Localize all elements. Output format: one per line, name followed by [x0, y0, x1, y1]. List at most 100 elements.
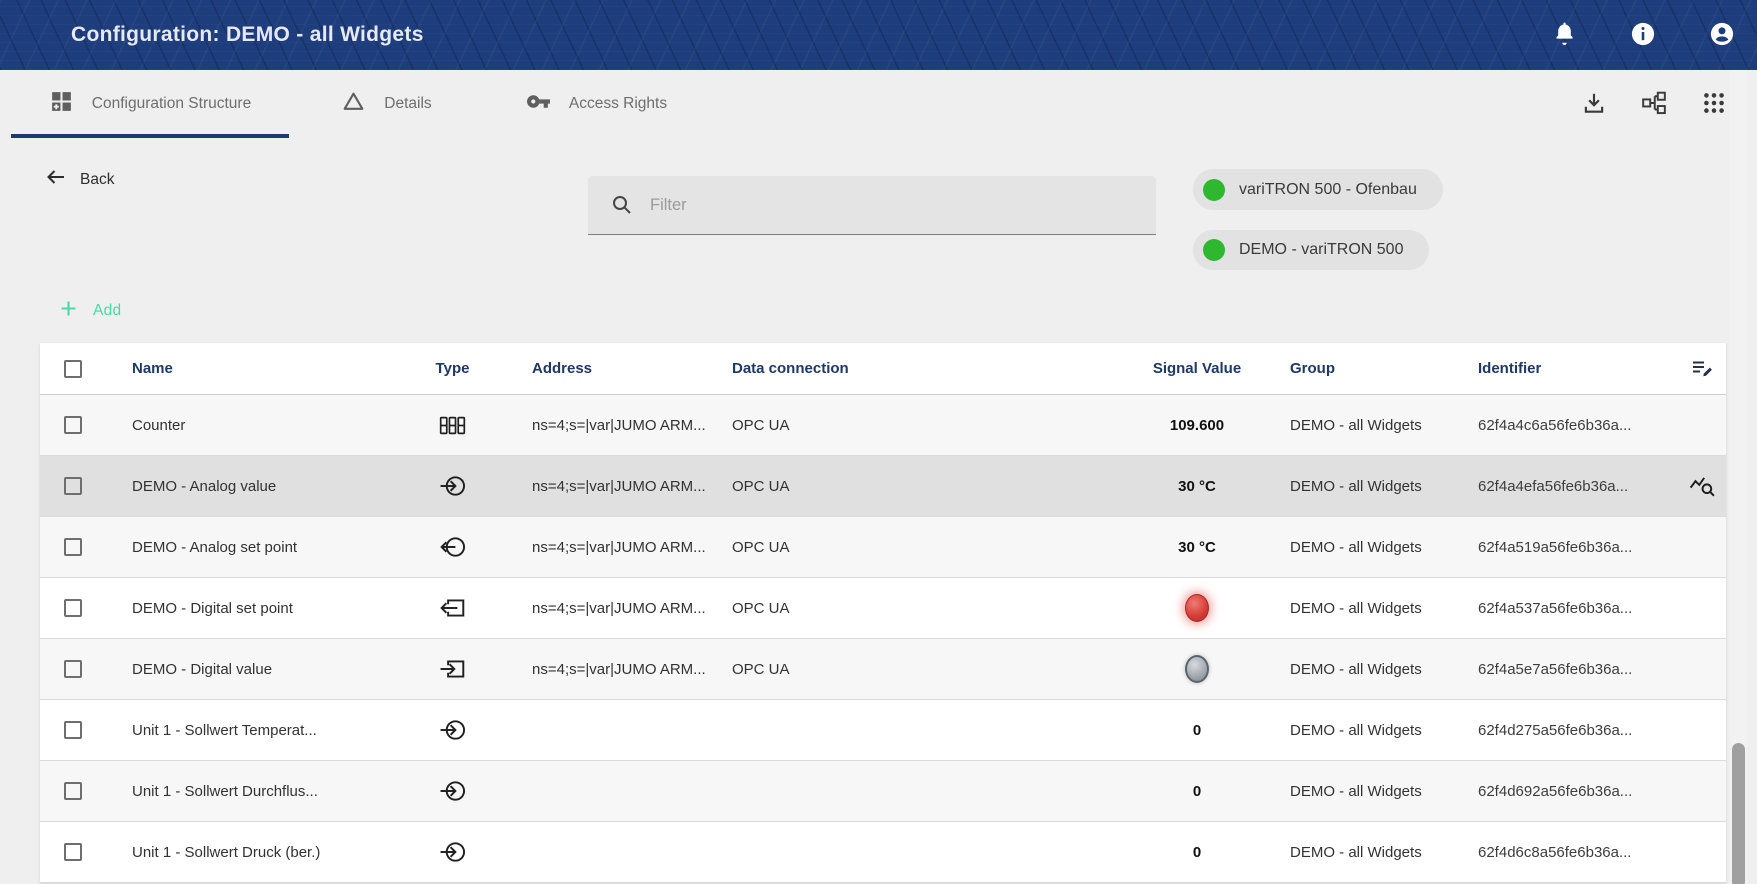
cell-name: Unit 1 - Sollwert Durchflus...: [132, 782, 318, 800]
add-button[interactable]: Add: [58, 298, 121, 324]
cell-data-connection: OPC UA: [732, 660, 790, 678]
cell-name: DEMO - Analog value: [132, 477, 277, 495]
column-header-address: Address: [532, 360, 593, 377]
table-row[interactable]: DEMO - Analog value ns=4;s=|var|JUMO ARM.…: [40, 456, 1726, 517]
back-label: Back: [80, 170, 115, 188]
search-icon: [610, 193, 634, 217]
row-checkbox[interactable]: [64, 782, 82, 800]
cell-signal-value: [1150, 639, 1244, 699]
cell-identifier: 62f4a4efa56fe6b36a...: [1478, 477, 1629, 495]
info-button[interactable]: [1629, 20, 1657, 51]
table-body: Counter ns=4;s=|var|JUMO ARM... OPC UA 109.…: [40, 395, 1726, 883]
warning-triangle-icon: [341, 89, 366, 119]
cell-group: DEMO - all Widgets: [1290, 477, 1422, 495]
edit-note-icon: [1690, 355, 1714, 382]
hierarchy-view-button[interactable]: [1641, 90, 1667, 119]
page-title: Configuration: DEMO - all Widgets: [71, 23, 424, 46]
cell-group: DEMO - all Widgets: [1290, 843, 1422, 861]
filter-input[interactable]: [650, 195, 1142, 215]
chip-label: DEMO - variTRON 500: [1239, 241, 1404, 258]
cell-name: DEMO - Digital set point: [132, 599, 293, 617]
device-chip-demo-varitron[interactable]: DEMO - variTRON 500: [1193, 230, 1430, 270]
cell-data-connection: [732, 761, 1150, 821]
cell-identifier: 62f4d275a56fe6b36a...: [1478, 721, 1633, 739]
cell-signal-value: 30 °C: [1178, 477, 1216, 495]
cell-data-connection: [732, 822, 1150, 882]
signals-table: Name Type Address Data connection Signal…: [40, 343, 1726, 883]
column-header-type: Type: [435, 360, 470, 377]
cell-signal-value: 0: [1192, 843, 1202, 861]
row-checkbox[interactable]: [64, 416, 82, 434]
tab-configuration-structure[interactable]: Configuration Structure: [11, 70, 289, 138]
notifications-button[interactable]: [1551, 20, 1578, 50]
cell-address: [490, 822, 732, 882]
account-button[interactable]: [1708, 20, 1736, 51]
tabbar-actions: [1581, 70, 1727, 138]
tab-details[interactable]: Details: [289, 70, 484, 138]
cell-address: [490, 761, 732, 821]
vertical-scrollbar-track[interactable]: [1730, 70, 1747, 884]
download-icon: [1581, 90, 1607, 119]
row-checkbox[interactable]: [64, 538, 82, 556]
info-icon: [1629, 20, 1657, 51]
download-button[interactable]: [1581, 90, 1607, 119]
column-header-name: Name: [132, 360, 173, 377]
cell-data-connection: OPC UA: [732, 416, 790, 434]
query-stats-icon[interactable]: [1689, 473, 1715, 499]
cell-identifier: 62f4a4c6a56fe6b36a...: [1478, 416, 1632, 434]
table-row[interactable]: DEMO - Analog set point ns=4;s=|var|JUMO …: [40, 517, 1726, 578]
top-bar: Configuration: DEMO - all Widgets: [0, 0, 1757, 70]
dashboard-add-icon: [49, 89, 74, 119]
column-header-identifier: Identifier: [1478, 360, 1542, 377]
table-row[interactable]: Unit 1 - Sollwert Druck (ber.) 0 DEMO - al…: [40, 822, 1726, 883]
column-header-data-connection: Data connection: [732, 360, 849, 377]
chip-label: variTRON 500 - Ofenbau: [1239, 180, 1417, 198]
row-checkbox[interactable]: [64, 660, 82, 678]
back-button[interactable]: Back: [44, 165, 114, 194]
cell-address: ns=4;s=|var|JUMO ARM...: [532, 538, 706, 556]
tab-bar: Configuration Structure Details Access R…: [0, 70, 1757, 138]
bell-icon: [1551, 20, 1578, 50]
status-dot-green: [1203, 239, 1225, 261]
account-icon: [1708, 20, 1736, 51]
digital-output-icon: [415, 578, 490, 638]
cell-name: Unit 1 - Sollwert Temperat...: [132, 721, 317, 739]
table-row[interactable]: Counter ns=4;s=|var|JUMO ARM... OPC UA 109.…: [40, 395, 1726, 456]
table-row[interactable]: Unit 1 - Sollwert Temperat... 0 DEMO - all…: [40, 700, 1726, 761]
cell-group: DEMO - all Widgets: [1290, 538, 1422, 556]
column-header-group: Group: [1290, 360, 1335, 377]
row-checkbox[interactable]: [64, 477, 82, 495]
edit-columns-button[interactable]: [1690, 355, 1714, 382]
cell-data-connection: OPC UA: [732, 477, 790, 495]
cell-identifier: 62f4d6c8a56fe6b36a...: [1478, 843, 1632, 861]
analog-input-icon: [415, 761, 490, 821]
tab-label: Access Rights: [568, 95, 668, 112]
apps-grid-button[interactable]: [1701, 90, 1727, 119]
row-checkbox[interactable]: [64, 843, 82, 861]
cell-group: DEMO - all Widgets: [1290, 416, 1422, 434]
status-dot-green: [1203, 178, 1225, 201]
content-area: Back variTRON 500 - Ofenbau DEMO - variT…: [0, 138, 1757, 884]
cell-group: DEMO - all Widgets: [1290, 721, 1422, 739]
cell-signal-value: [1150, 578, 1244, 638]
counter-icon: [415, 395, 490, 455]
tab-access-rights[interactable]: Access Rights: [484, 70, 709, 138]
cell-address: ns=4;s=|var|JUMO ARM...: [532, 660, 706, 678]
table-row[interactable]: DEMO - Digital set point ns=4;s=|var|JUMO…: [40, 578, 1726, 639]
cell-name: Unit 1 - Sollwert Druck (ber.): [132, 843, 321, 861]
select-all-checkbox[interactable]: [64, 359, 82, 378]
back-arrow-icon: [44, 165, 68, 194]
row-checkbox[interactable]: [64, 721, 82, 739]
vertical-scrollbar-thumb[interactable]: [1732, 743, 1745, 884]
plus-icon: [58, 298, 79, 324]
row-checkbox[interactable]: [64, 599, 82, 617]
cell-signal-value: 0: [1192, 721, 1202, 739]
digital-signal-indicator-off: [1185, 655, 1209, 683]
device-chip-varitron-ofenbau[interactable]: variTRON 500 - Ofenbau: [1193, 169, 1443, 210]
table-row[interactable]: DEMO - Digital value ns=4;s=|var|JUMO ARM…: [40, 639, 1726, 700]
analog-input-icon: [415, 700, 490, 760]
column-header-signal-value: Signal Value: [1152, 360, 1242, 377]
cell-name: Counter: [132, 416, 186, 434]
table-row[interactable]: Unit 1 - Sollwert Durchflus... 0 DEMO - al…: [40, 761, 1726, 822]
cell-signal-value: 109.600: [1169, 416, 1225, 434]
